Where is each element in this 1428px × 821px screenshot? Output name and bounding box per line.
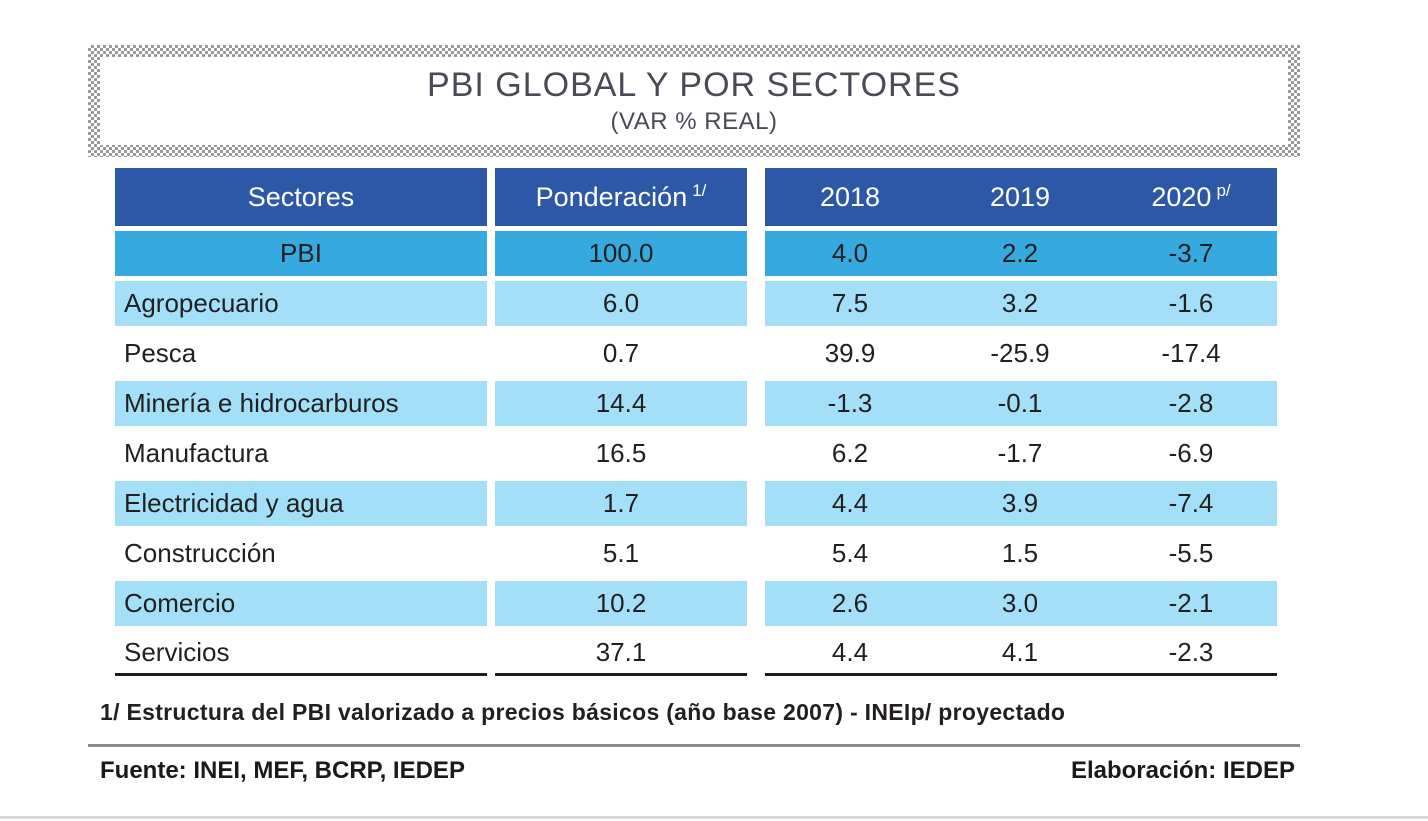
header-2020-label: 2020 <box>1151 182 1212 212</box>
column-gap <box>747 168 765 226</box>
cell-sector: PBI <box>115 231 487 276</box>
cell-2018: -1.3 <box>765 381 935 426</box>
table-row-manufactura: Manufactura 16.5 6.2 -1.7 -6.9 <box>115 431 1277 476</box>
elaboration-note: Elaboración: IEDEP <box>1070 757 1295 784</box>
table-row-pesca: Pesca 0.7 39.9 -25.9 -17.4 <box>115 331 1277 376</box>
table-row-pbi: PBI 100.0 4.0 2.2 -3.7 <box>115 231 1277 276</box>
column-gap <box>487 431 495 476</box>
header-sectores-label: Sectores <box>247 181 355 212</box>
cell-ponderacion: 14.4 <box>495 381 747 426</box>
cell-2018: 5.4 <box>831 538 869 568</box>
column-gap <box>747 381 765 426</box>
header-2020: 2020 p/ <box>1105 168 1277 226</box>
header-ponderacion-label: Ponderación <box>535 182 688 212</box>
cell-2020: -2.8 <box>1105 381 1277 426</box>
cell-2020: -17.4 <box>1161 338 1221 368</box>
cell-2019: -1.7 <box>997 438 1043 468</box>
column-gap <box>747 631 765 676</box>
cell-sector: Comercio <box>115 581 487 626</box>
cell-2018: 4.4 <box>765 481 935 526</box>
cell-2020: -1.6 <box>1105 281 1277 326</box>
header-ponderacion: Ponderación 1/ <box>495 168 747 226</box>
cell-sector: Manufactura <box>124 438 269 468</box>
divider-line <box>88 744 1300 747</box>
column-gap <box>487 581 495 626</box>
cell-sector: Minería e hidrocarburos <box>115 381 487 426</box>
cell-2019: 2.2 <box>935 231 1105 276</box>
cell-2019: 4.1 <box>935 631 1105 676</box>
sectors-table: Sectores Ponderación 1/ 2018 2019 2020 p/ … <box>115 163 1277 681</box>
cell-2020: -3.7 <box>1105 231 1277 276</box>
title-inner: PBI GLOBAL Y POR SECTORES (VAR % REAL) <box>100 57 1288 145</box>
cell-2019: 3.0 <box>935 581 1105 626</box>
cell-ponderacion: 1.7 <box>495 481 747 526</box>
header-2018-label: 2018 <box>819 181 881 212</box>
cell-sector: Pesca <box>124 338 197 368</box>
column-gap <box>747 531 765 576</box>
cell-2018: 39.9 <box>824 338 876 368</box>
cell-2018: 2.6 <box>765 581 935 626</box>
cell-2019: 1.5 <box>1001 538 1039 568</box>
column-gap <box>487 631 495 676</box>
column-gap <box>487 331 495 376</box>
column-gap <box>487 481 495 526</box>
source-note: Fuente: INEI, MEF, BCRP, IEDEP <box>100 757 465 784</box>
cell-sector: Servicios <box>115 631 487 676</box>
cell-sector: Agropecuario <box>115 281 487 326</box>
column-gap <box>747 331 765 376</box>
table-row-comercio: Comercio 10.2 2.6 3.0 -2.1 <box>115 581 1277 626</box>
cell-2018: 4.0 <box>765 231 935 276</box>
header-sectores: Sectores <box>115 168 487 226</box>
cell-2018: 4.4 <box>765 631 935 676</box>
footnote-marker-p: p/ <box>1216 181 1231 200</box>
cell-ponderacion: 6.0 <box>495 281 747 326</box>
header-2019: 2019 <box>935 168 1105 226</box>
cell-2019: 3.9 <box>935 481 1105 526</box>
column-gap <box>487 381 495 426</box>
column-gap <box>487 168 495 226</box>
column-gap <box>747 281 765 326</box>
footnote: 1/ Estructura del PBI valorizado a preci… <box>100 699 1066 725</box>
cell-2020: -7.4 <box>1105 481 1277 526</box>
title-box: PBI GLOBAL Y POR SECTORES (VAR % REAL) <box>88 45 1300 157</box>
table-row-agropecuario: Agropecuario 6.0 7.5 3.2 -1.6 <box>115 281 1277 326</box>
cell-ponderacion: 0.7 <box>602 338 640 368</box>
chart-title: PBI GLOBAL Y POR SECTORES <box>427 66 961 104</box>
footnote-marker-1: 1/ <box>692 181 707 200</box>
chart-subtitle: (VAR % REAL) <box>610 108 778 135</box>
bottom-edge-line <box>0 816 1428 819</box>
header-row: Sectores Ponderación 1/ 2018 2019 2020 p/ <box>115 168 1277 226</box>
cell-2020: -6.9 <box>1168 438 1214 468</box>
cell-2020: -5.5 <box>1168 538 1214 568</box>
cell-2018: 6.2 <box>831 438 869 468</box>
column-gap <box>487 231 495 276</box>
cell-ponderacion: 37.1 <box>495 631 747 676</box>
column-gap <box>747 581 765 626</box>
table-row-construccion: Construcción 5.1 5.4 1.5 -5.5 <box>115 531 1277 576</box>
cell-sector: Construcción <box>124 538 276 568</box>
cell-sector: Electricidad y agua <box>115 481 487 526</box>
cell-2019: -25.9 <box>990 338 1050 368</box>
table-row-mineria: Minería e hidrocarburos 14.4 -1.3 -0.1 -… <box>115 381 1277 426</box>
cell-2019: 3.2 <box>935 281 1105 326</box>
cell-2020: -2.1 <box>1105 581 1277 626</box>
column-gap <box>487 531 495 576</box>
cell-ponderacion: 5.1 <box>602 538 640 568</box>
header-2018: 2018 <box>765 168 935 226</box>
column-gap <box>747 431 765 476</box>
cell-ponderacion: 16.5 <box>595 438 647 468</box>
cell-ponderacion: 10.2 <box>495 581 747 626</box>
table-row-electricidad: Electricidad y agua 1.7 4.4 3.9 -7.4 <box>115 481 1277 526</box>
cell-2018: 7.5 <box>765 281 935 326</box>
column-gap <box>747 481 765 526</box>
cell-2019: -0.1 <box>935 381 1105 426</box>
column-gap <box>747 231 765 276</box>
cell-ponderacion: 100.0 <box>495 231 747 276</box>
cell-2020: -2.3 <box>1105 631 1277 676</box>
table-row-servicios: Servicios 37.1 4.4 4.1 -2.3 <box>115 631 1277 676</box>
header-2019-label: 2019 <box>989 181 1051 212</box>
column-gap <box>487 281 495 326</box>
